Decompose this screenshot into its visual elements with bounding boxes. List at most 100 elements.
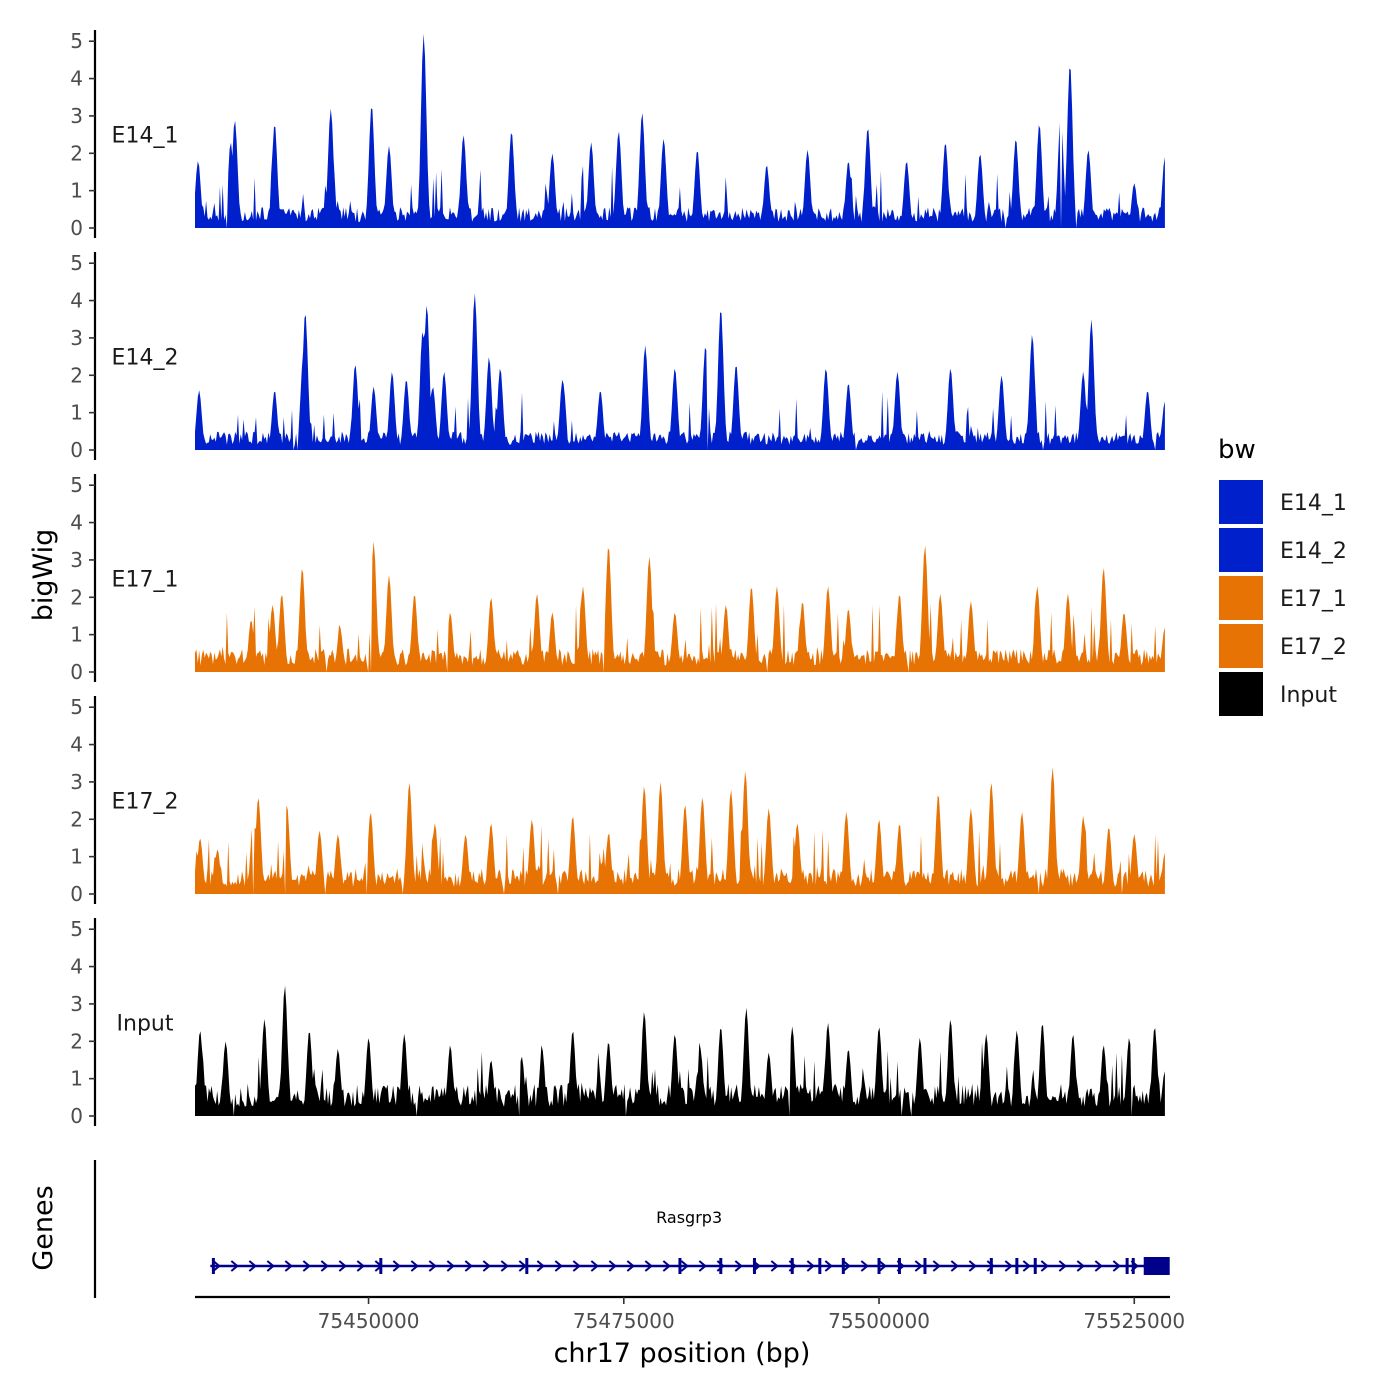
strand-arrow bbox=[464, 1260, 473, 1272]
legend-label-input: Input bbox=[1280, 683, 1337, 708]
strand-arrow bbox=[572, 1260, 581, 1272]
signal-tracks: 0 1 2 3 4 5 E14_1 0 1 2 3 4 5 E14_2 0 1 2 3 4 5 E17_1 0 1 2 3 4 5 E… bbox=[70, 29, 1165, 1128]
strand-arrow bbox=[356, 1260, 365, 1272]
legend-title: bw bbox=[1218, 435, 1256, 465]
y-tick-label: 5 bbox=[70, 29, 83, 53]
x-axis: 75450000 75475000 75500000 75525000 bbox=[195, 1295, 1185, 1333]
strand-arrow bbox=[878, 1260, 887, 1272]
strand-arrow bbox=[806, 1260, 815, 1272]
y-tick-label: 1 bbox=[70, 845, 83, 869]
exon bbox=[790, 1258, 794, 1274]
legend-key-e17_2 bbox=[1219, 624, 1263, 668]
gene-label: Rasgrp3 bbox=[656, 1208, 722, 1227]
exon bbox=[897, 1258, 901, 1274]
y-tick-label: 0 bbox=[70, 1104, 83, 1128]
exon bbox=[1015, 1258, 1019, 1274]
strand-arrow bbox=[824, 1260, 833, 1272]
strand-arrow bbox=[392, 1260, 401, 1272]
strand-arrow bbox=[1112, 1260, 1121, 1272]
track-label-e14_2: E14_2 bbox=[112, 346, 179, 371]
strand-arrow bbox=[1022, 1260, 1031, 1272]
strand-arrow bbox=[734, 1260, 743, 1272]
strand-arrow bbox=[554, 1260, 563, 1272]
exon bbox=[841, 1258, 845, 1274]
strand-arrow bbox=[644, 1260, 653, 1272]
x-tick-label: 75475000 bbox=[573, 1309, 675, 1333]
exon bbox=[211, 1258, 215, 1274]
y-tick-label: 2 bbox=[70, 1029, 83, 1053]
legend-key-e14_2 bbox=[1219, 528, 1263, 572]
signal-area-e14_2 bbox=[195, 293, 1165, 450]
x-axis-title: chr17 position (bp) bbox=[554, 1338, 811, 1369]
strand-arrow bbox=[230, 1260, 239, 1272]
gene-annotation-panel: Rasgrp3 bbox=[93, 1160, 1170, 1298]
strand-arrow bbox=[302, 1260, 311, 1272]
legend-label-e14_1: E14_1 bbox=[1280, 491, 1347, 516]
track-e17_1: 0 1 2 3 4 5 E17_1 bbox=[70, 473, 1165, 684]
strand-arrow bbox=[662, 1260, 671, 1272]
strand-arrow bbox=[1004, 1260, 1013, 1272]
y-tick-label: 2 bbox=[70, 585, 83, 609]
y-tick-label: 1 bbox=[70, 179, 83, 203]
y-tick-label: 5 bbox=[70, 251, 83, 275]
gene-rasgrp3: Rasgrp3 bbox=[210, 1208, 1170, 1275]
track-label-e17_2: E17_2 bbox=[112, 790, 179, 815]
exon bbox=[1125, 1258, 1129, 1274]
strand-arrow bbox=[482, 1260, 491, 1272]
strand-arrow bbox=[338, 1260, 347, 1272]
y-tick-label: 4 bbox=[70, 511, 83, 535]
strand-arrow bbox=[248, 1260, 257, 1272]
strand-arrow bbox=[266, 1260, 275, 1272]
y-tick-label: 0 bbox=[70, 216, 83, 240]
exon bbox=[678, 1258, 682, 1274]
strand-arrow bbox=[698, 1260, 707, 1272]
y-tick-label: 2 bbox=[70, 363, 83, 387]
strand-arrow bbox=[284, 1260, 293, 1272]
x-tick-label: 75525000 bbox=[1083, 1309, 1185, 1333]
y-tick-label: 4 bbox=[70, 289, 83, 313]
y-tick-label: 4 bbox=[70, 67, 83, 91]
exon bbox=[1033, 1258, 1037, 1274]
y-tick-label: 1 bbox=[70, 401, 83, 425]
y-tick-label: 5 bbox=[70, 695, 83, 719]
strand-arrow bbox=[1076, 1260, 1085, 1272]
strand-arrow bbox=[212, 1260, 221, 1272]
legend-label-e14_2: E14_2 bbox=[1280, 539, 1347, 564]
y-axis-title: bigWig bbox=[28, 529, 59, 622]
legend-key-input bbox=[1219, 672, 1263, 716]
strand-arrow bbox=[590, 1260, 599, 1272]
strand-arrow bbox=[446, 1260, 455, 1272]
legend-key-e17_1 bbox=[1219, 576, 1263, 620]
strand-arrow bbox=[842, 1260, 851, 1272]
strand-arrow bbox=[1058, 1260, 1067, 1272]
exon bbox=[989, 1258, 993, 1274]
y-tick-label: 5 bbox=[70, 473, 83, 497]
y-tick-label: 4 bbox=[70, 955, 83, 979]
strand-arrow bbox=[608, 1260, 617, 1272]
y-tick-label: 0 bbox=[70, 882, 83, 906]
legend-label-e17_1: E17_1 bbox=[1280, 587, 1347, 612]
y-tick-label: 2 bbox=[70, 807, 83, 831]
strand-arrow bbox=[1094, 1260, 1103, 1272]
track-e17_2: 0 1 2 3 4 5 E17_2 bbox=[70, 695, 1165, 906]
strand-arrow bbox=[950, 1260, 959, 1272]
legend-key-e14_1 bbox=[1219, 480, 1263, 524]
exon bbox=[877, 1258, 881, 1274]
strand-arrow bbox=[626, 1260, 635, 1272]
y-tick-label: 0 bbox=[70, 438, 83, 462]
track-label-e17_1: E17_1 bbox=[112, 568, 179, 593]
y-tick-label: 2 bbox=[70, 141, 83, 165]
y-tick-label: 0 bbox=[70, 660, 83, 684]
strand-arrow bbox=[968, 1260, 977, 1272]
exon bbox=[923, 1258, 927, 1274]
exon bbox=[525, 1258, 529, 1274]
legend: bw E14_1 E14_2 E17_1 E17_2 Input bbox=[1218, 435, 1347, 716]
signal-area-e17_2 bbox=[195, 767, 1165, 894]
genes-panel-title: Genes bbox=[28, 1185, 59, 1270]
y-tick-label: 3 bbox=[70, 104, 83, 128]
y-tick-label: 3 bbox=[70, 770, 83, 794]
signal-area-e17_1 bbox=[195, 541, 1165, 672]
exon bbox=[752, 1258, 756, 1274]
strand-arrow bbox=[986, 1260, 995, 1272]
